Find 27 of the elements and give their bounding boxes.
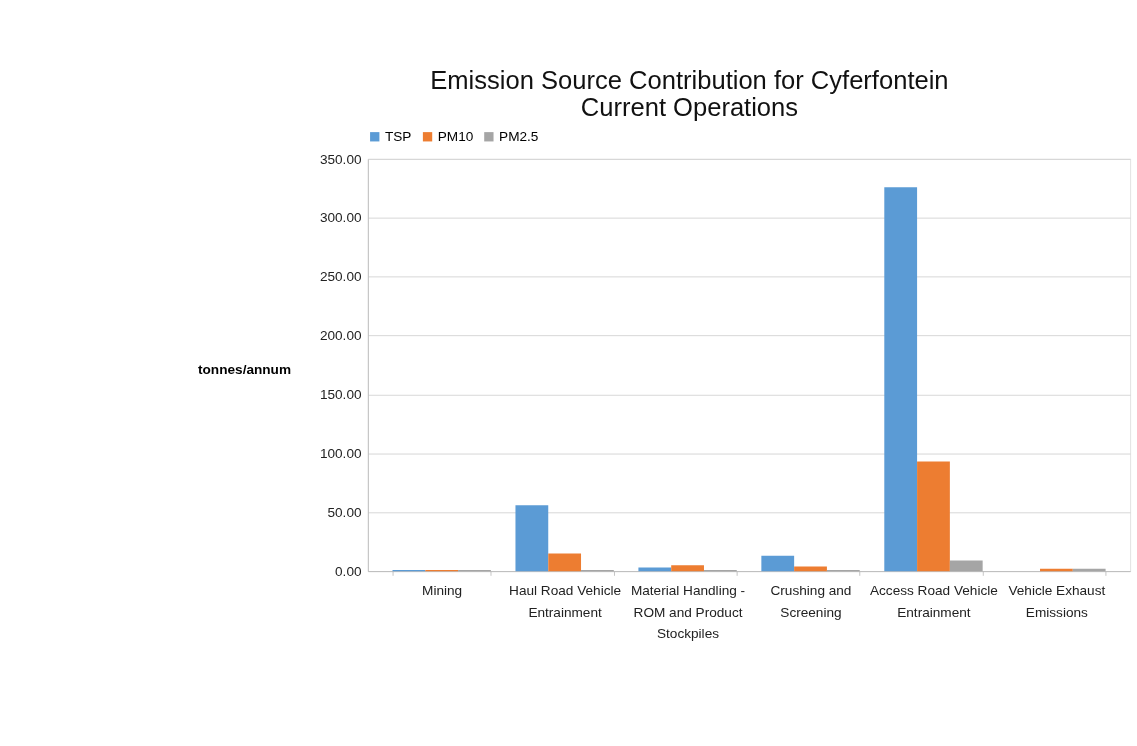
bar xyxy=(884,187,918,572)
x-tick-label: Access Road Vehicle Entrainment xyxy=(869,583,998,620)
chart-title: Emission Source Contribution for Cyferfontein Current Operations xyxy=(430,66,949,122)
bar xyxy=(515,505,549,572)
x-tick-label: Mining xyxy=(422,583,463,599)
x-tick-label: Crushing and Screening xyxy=(770,583,852,620)
bar xyxy=(671,565,704,572)
bar xyxy=(794,566,827,572)
y-axis-title: tonnes/annum xyxy=(198,361,292,377)
y-tick-label: 300.00 xyxy=(319,210,362,226)
y-tick-label: 350.00 xyxy=(319,151,362,167)
x-tick-label: Haul Road Vehicle Entrainment xyxy=(509,583,622,620)
bar xyxy=(761,555,795,572)
legend-label: PM10 xyxy=(437,129,474,145)
y-tick-label: 150.00 xyxy=(319,387,362,403)
y-tick-label: 200.00 xyxy=(319,328,362,344)
x-tick-label: Vehicle Exhaust Emissions xyxy=(1008,583,1106,620)
legend-label: PM2.5 xyxy=(499,129,539,145)
y-tick-label: 250.00 xyxy=(319,269,362,285)
x-tick-label: Material Handling - ROM and Product Stockpiles xyxy=(630,583,746,641)
y-tick-label: 100.00 xyxy=(319,446,362,462)
bar xyxy=(917,461,950,572)
legend-label: TSP xyxy=(384,129,412,145)
bar xyxy=(548,553,582,572)
y-tick-label: 0.00 xyxy=(335,563,362,579)
bar xyxy=(949,560,983,572)
y-tick-label: 50.00 xyxy=(327,504,362,520)
